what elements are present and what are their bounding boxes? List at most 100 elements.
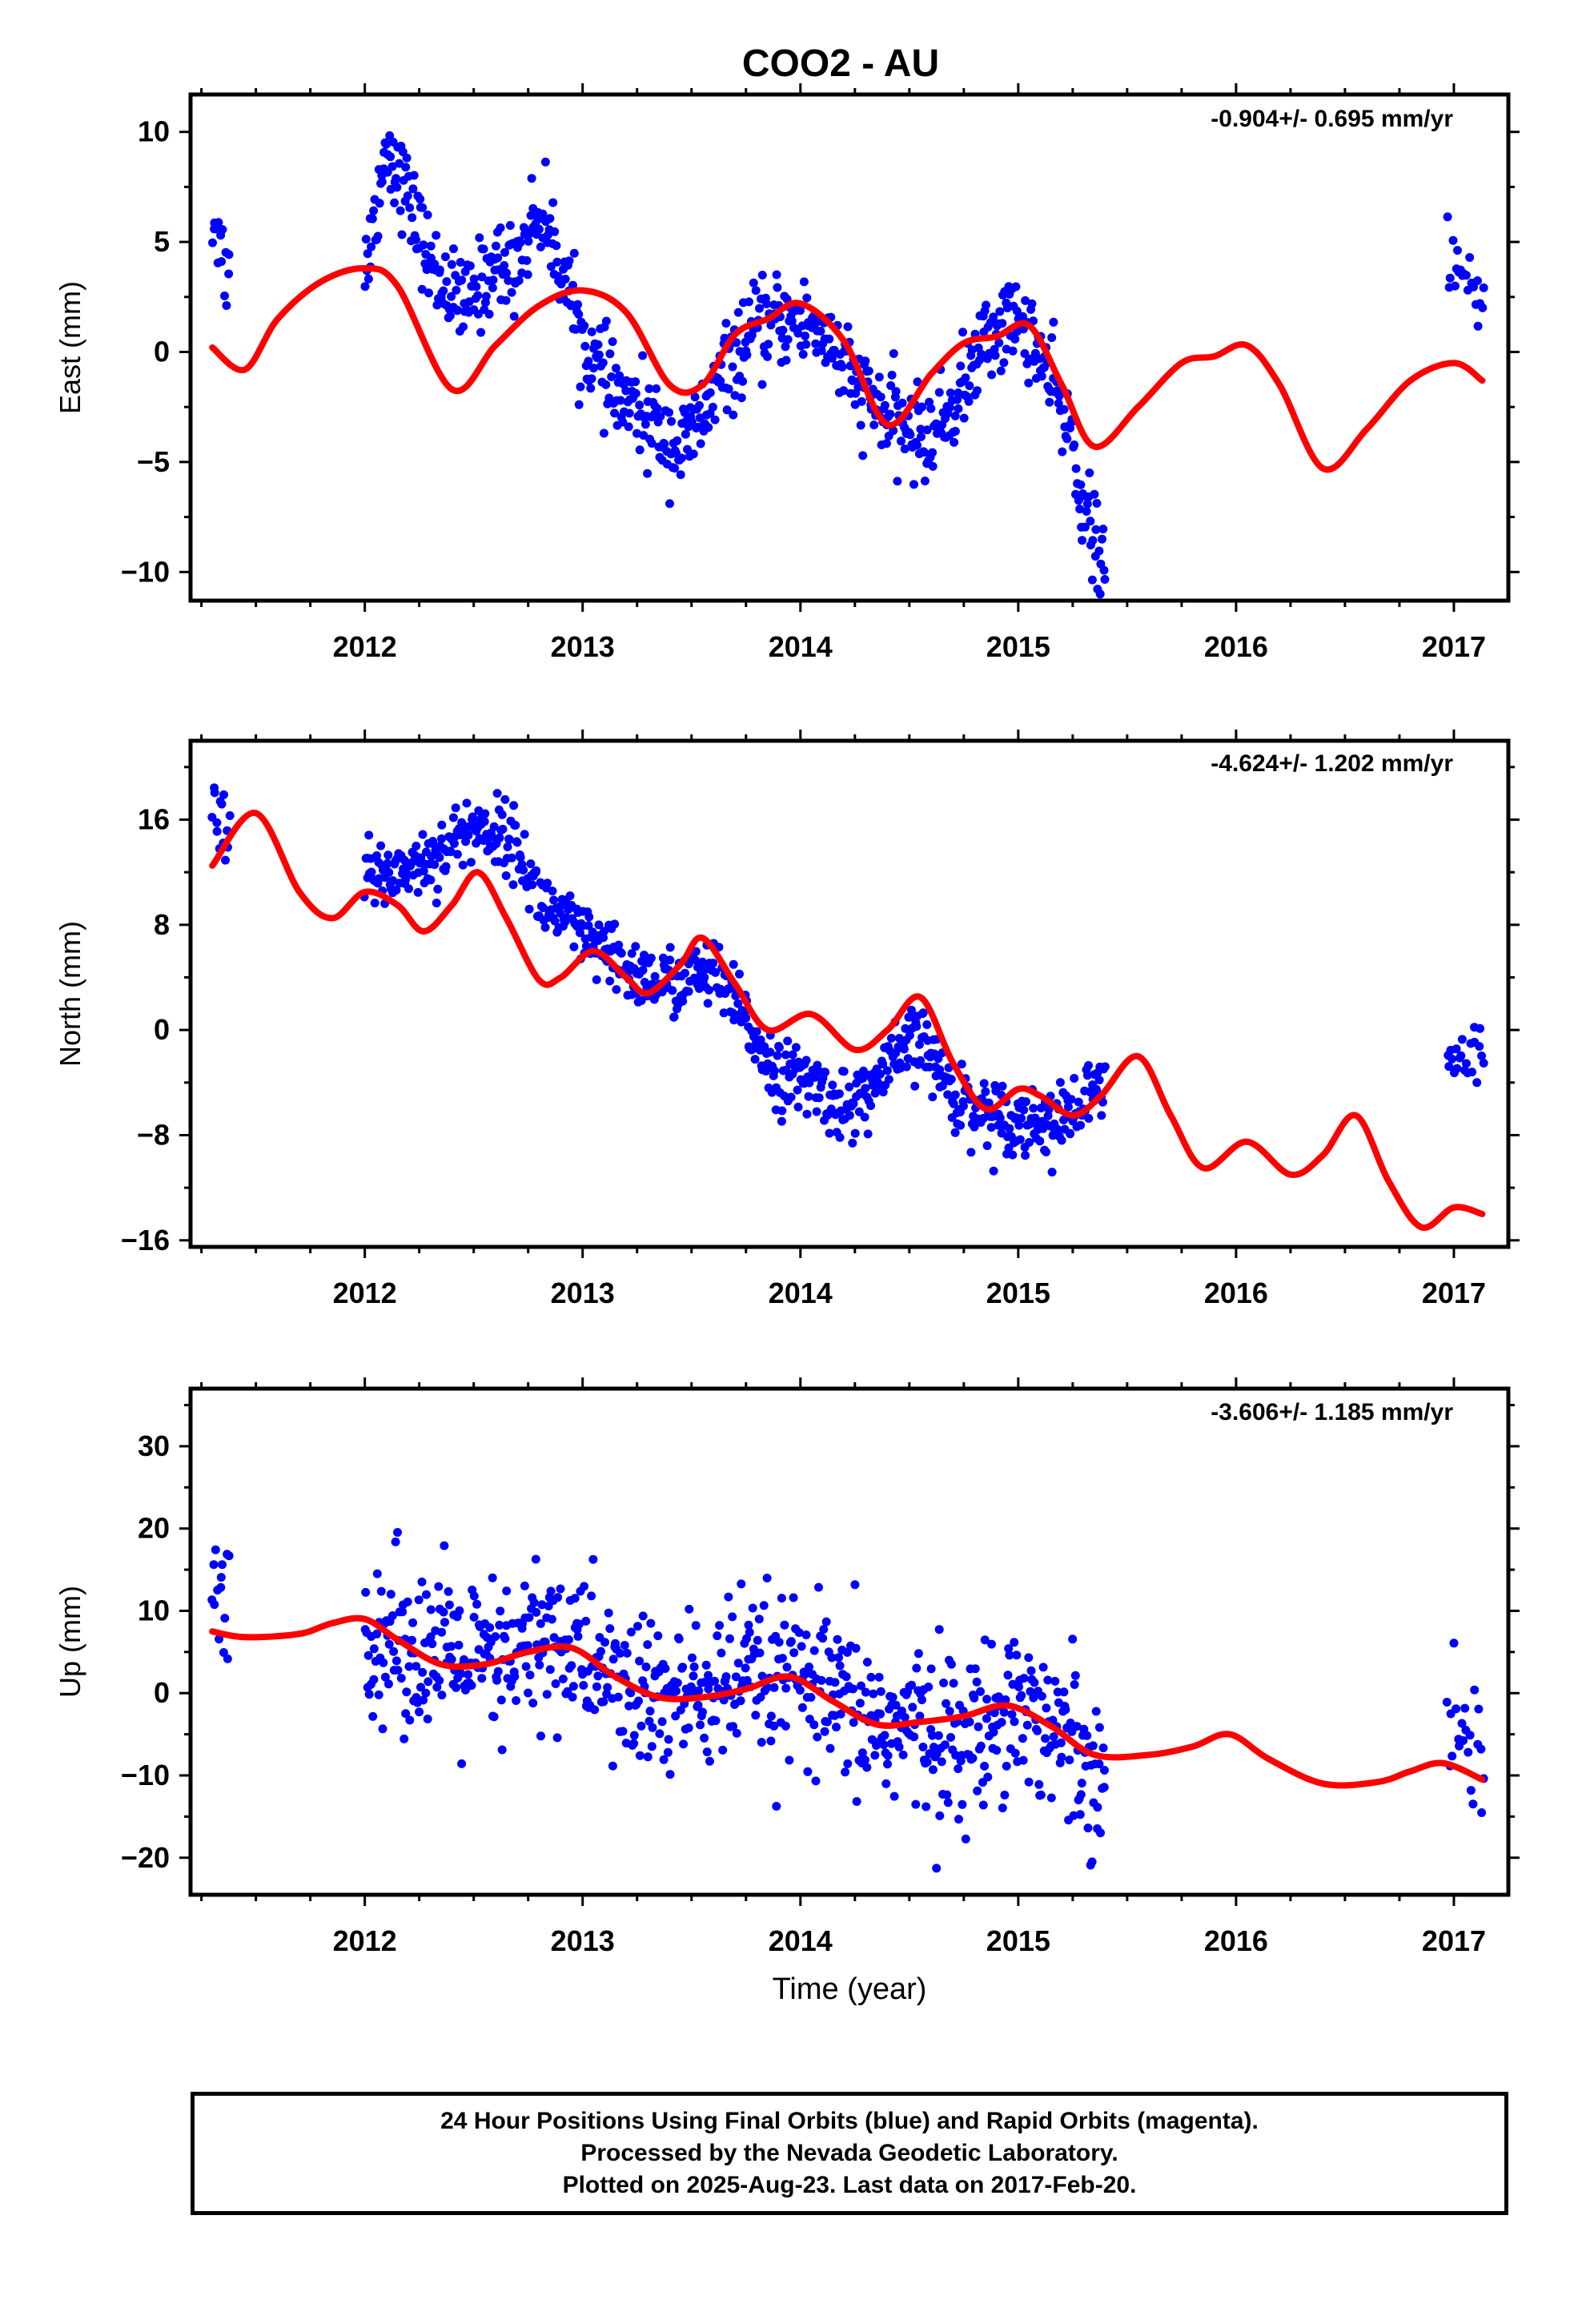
east-data-point xyxy=(218,225,227,235)
north-data-point xyxy=(884,1075,893,1084)
north-data-point xyxy=(938,1081,947,1091)
up-data-point xyxy=(209,1560,219,1570)
north-data-point xyxy=(498,824,508,834)
up-data-point xyxy=(1038,1663,1048,1672)
up-data-point xyxy=(1037,1691,1046,1701)
east-data-point xyxy=(1465,253,1475,262)
east-data-point xyxy=(408,213,417,223)
up-data-point xyxy=(982,1695,992,1704)
east-data-point xyxy=(889,349,898,358)
east-data-point xyxy=(946,388,955,398)
north-data-point xyxy=(859,1066,868,1076)
up-data-point xyxy=(917,1695,926,1705)
up-data-point xyxy=(1002,1761,1011,1771)
up-data-point xyxy=(942,1699,951,1708)
east-data-point xyxy=(781,342,790,352)
up-data-point xyxy=(396,1674,406,1683)
east-data-point xyxy=(1453,246,1462,255)
up-data-point xyxy=(1076,1790,1086,1799)
up-data-point xyxy=(384,1639,394,1649)
up-data-point xyxy=(965,1717,974,1727)
north-data-point xyxy=(1447,1054,1457,1063)
north-data-point xyxy=(700,973,709,982)
north-data-point xyxy=(825,1128,834,1138)
up-data-point xyxy=(653,1631,663,1641)
east-data-point xyxy=(546,262,556,271)
up-data-point xyxy=(380,1672,390,1682)
up-data-point xyxy=(673,1678,682,1687)
north-data-point xyxy=(1017,1113,1026,1123)
north-data-point xyxy=(412,842,421,850)
up-y-axis-label: Up (mm) xyxy=(54,1586,86,1698)
up-data-point xyxy=(590,1705,600,1715)
up-data-point xyxy=(778,1654,787,1663)
up-data-point xyxy=(934,1625,944,1634)
east-data-point xyxy=(386,152,396,162)
north-data-point xyxy=(899,1044,909,1054)
up-data-point xyxy=(701,1660,711,1670)
up-data-point xyxy=(1082,1731,1092,1740)
up-data-point xyxy=(404,1662,414,1671)
north-data-point xyxy=(910,1081,920,1091)
north-data-point xyxy=(907,1005,916,1015)
up-data-point xyxy=(772,1802,781,1811)
up-data-point xyxy=(542,1690,552,1699)
up-data-point xyxy=(781,1721,790,1731)
east-data-point xyxy=(534,224,544,234)
east-data-point xyxy=(1059,404,1069,414)
up-data-point xyxy=(769,1683,779,1692)
north-data-point xyxy=(221,855,230,865)
east-data-point xyxy=(464,297,474,307)
east-data-point xyxy=(1075,505,1085,514)
east-data-point xyxy=(728,362,737,372)
up-data-point xyxy=(822,1717,832,1727)
up-x-tick-label: 2015 xyxy=(986,1924,1050,1957)
up-data-point xyxy=(928,1731,937,1740)
up-data-point xyxy=(447,1655,456,1664)
north-data-point xyxy=(1456,1051,1466,1060)
up-data-point xyxy=(1010,1638,1019,1647)
east-data-point xyxy=(502,268,512,278)
east-data-point xyxy=(574,310,584,319)
up-data-point xyxy=(1470,1685,1480,1695)
up-data-point xyxy=(1088,1741,1098,1751)
up-data-point xyxy=(496,1606,505,1616)
up-data-point xyxy=(510,1672,520,1681)
up-data-point xyxy=(374,1690,383,1699)
x-axis-label: Time (year) xyxy=(773,1972,927,2006)
north-x-tick-label: 2013 xyxy=(551,1277,615,1309)
east-data-point xyxy=(1066,424,1075,432)
up-data-point xyxy=(702,1747,712,1757)
north-data-point xyxy=(705,985,713,995)
up-data-point xyxy=(361,1587,371,1597)
east-data-point xyxy=(733,308,743,317)
north-data-point xyxy=(970,1122,979,1132)
up-data-point xyxy=(1018,1734,1027,1743)
up-data-point xyxy=(1042,1703,1051,1713)
north-data-point xyxy=(703,999,713,1008)
up-data-point xyxy=(426,1632,436,1642)
north-data-point xyxy=(1468,1068,1477,1077)
up-data-point xyxy=(661,1664,670,1673)
east-data-point xyxy=(1100,575,1110,584)
up-data-point xyxy=(1000,1791,1010,1799)
north-data-point xyxy=(812,1107,821,1116)
north-data-point xyxy=(532,866,541,875)
up-data-point xyxy=(1017,1691,1026,1700)
north-data-point xyxy=(774,1043,784,1052)
up-data-point xyxy=(755,1648,765,1658)
north-data-point xyxy=(503,842,512,851)
east-data-point xyxy=(1011,282,1021,292)
up-data-point xyxy=(849,1718,858,1727)
east-data-point xyxy=(905,430,915,440)
up-data-point xyxy=(809,1720,819,1730)
north-data-point xyxy=(464,830,473,840)
up-data-point xyxy=(748,1603,757,1613)
east-data-point xyxy=(447,292,456,301)
up-data-point xyxy=(556,1584,565,1594)
east-data-point xyxy=(484,309,494,319)
up-data-point xyxy=(794,1628,804,1638)
up-data-point xyxy=(678,1663,688,1672)
up-data-point xyxy=(918,1743,928,1751)
up-data-point xyxy=(754,1614,764,1624)
